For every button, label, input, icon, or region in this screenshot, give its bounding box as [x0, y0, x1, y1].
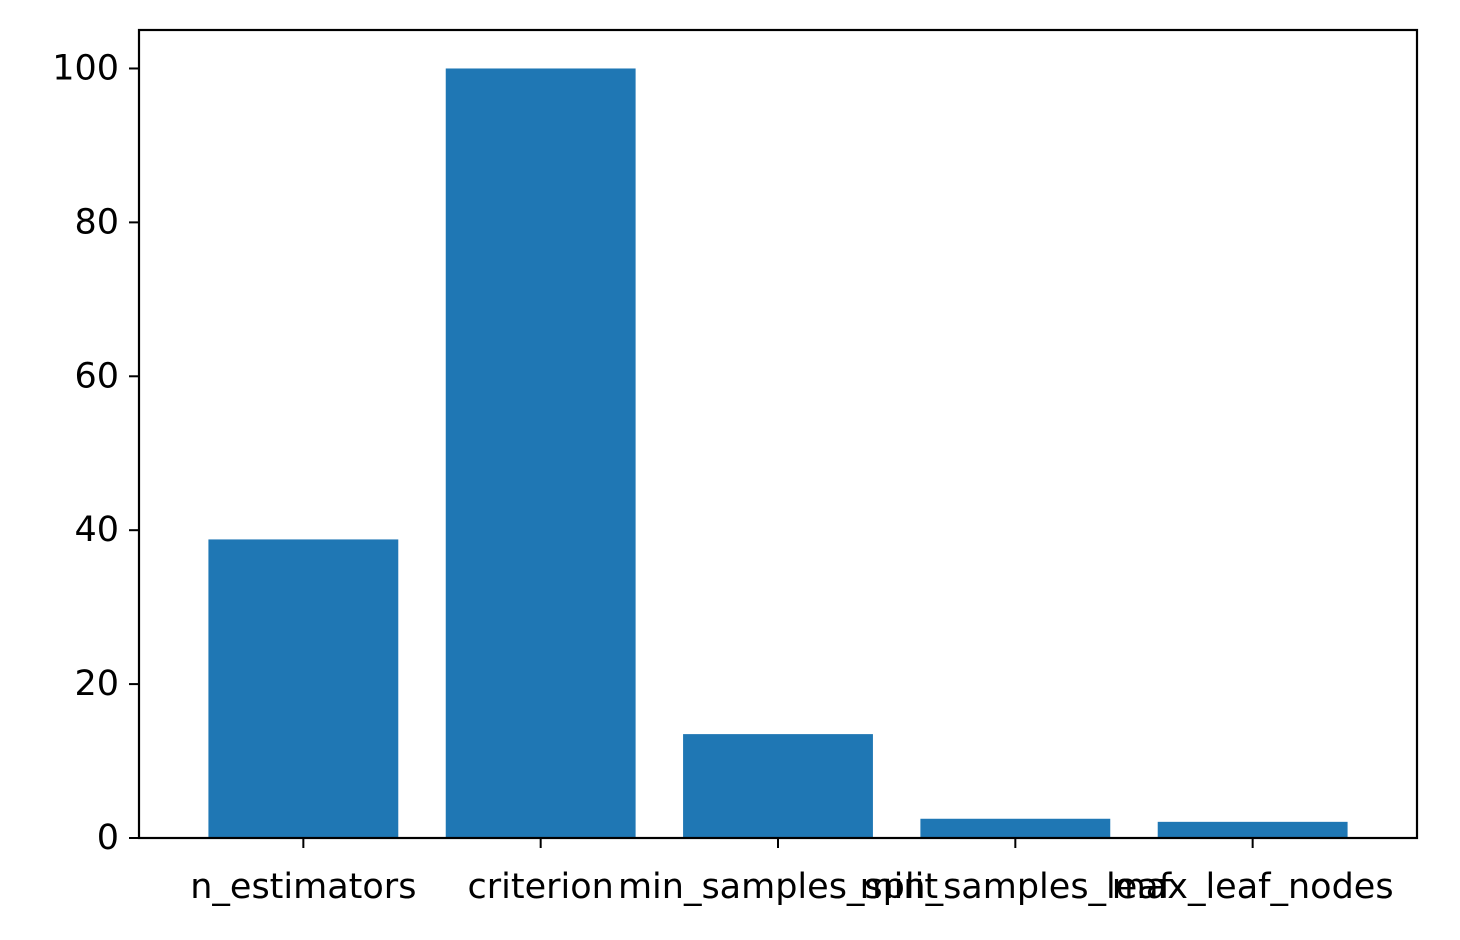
y-tick-label: 40	[74, 510, 119, 550]
bar-min-samples-split	[683, 734, 873, 838]
x-tick-label: min_samples_split	[618, 867, 938, 907]
x-tick-label: criterion	[468, 867, 614, 907]
bar-min-samples-leaf	[920, 818, 1111, 838]
bar-n-estimators	[208, 539, 399, 838]
bar-max-leaf-nodes	[1157, 821, 1348, 838]
y-tick-label: 60	[74, 356, 119, 396]
x-tick-label: n_estimators	[190, 867, 416, 907]
y-axis: 0 20 40 60 80 100	[52, 48, 139, 858]
y-tick-label: 20	[74, 664, 119, 704]
y-tick-label: 100	[52, 48, 119, 88]
x-tick-label: min_samples_leaf	[860, 867, 1172, 907]
plot-frame	[137, 28, 1419, 840]
x-axis: n_estimators criterion min_samples_splitmi…	[190, 838, 1394, 907]
y-tick-label: 80	[74, 202, 119, 242]
y-tick-label: 0	[97, 818, 119, 858]
x-tick-label: max_leaf_nodes	[1112, 867, 1394, 907]
bar-criterion	[445, 68, 636, 838]
bars-group	[208, 68, 1348, 838]
